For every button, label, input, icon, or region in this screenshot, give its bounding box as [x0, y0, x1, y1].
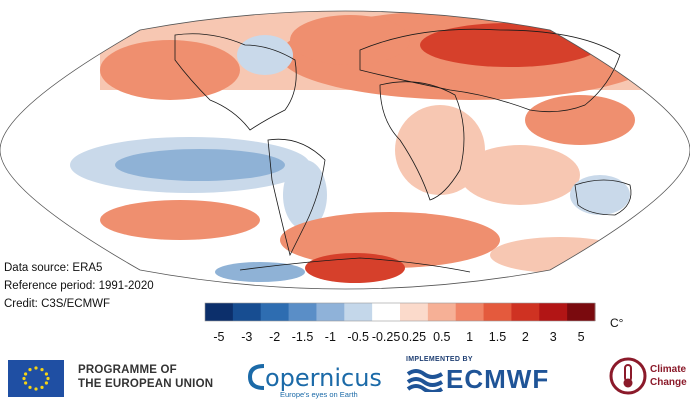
- antarctic-strong-warm: [305, 253, 405, 283]
- anomaly-field: [70, 11, 660, 283]
- colorbar-tick-label: 1: [466, 330, 474, 344]
- reference-period-note: Reference period: 1991-2020: [4, 280, 154, 292]
- colorbar-tick-label: -1: [324, 330, 336, 344]
- colorbar-tick-label: 3: [549, 330, 557, 344]
- colorbar-tick-label: 5: [577, 330, 585, 344]
- eu-flag-icon: [8, 360, 64, 397]
- colorbar-swatch: [400, 303, 429, 321]
- climate-change-line1: Climate: [650, 364, 687, 375]
- south-pacific-warm: [100, 200, 260, 240]
- copernicus-wordmark: opernicus: [265, 364, 382, 392]
- north-america-warm: [100, 40, 240, 100]
- south-atlantic-warm: [280, 212, 500, 268]
- thermometer-icon: [609, 357, 647, 395]
- colorbar-swatch: [511, 303, 540, 321]
- colorbar-swatch: [427, 303, 457, 321]
- pacific-strong-cool: [115, 149, 285, 181]
- colorbar-swatch: [567, 303, 596, 321]
- colorbar-tick-label: 1.5: [488, 330, 507, 344]
- ecmwf-waves-icon: [406, 369, 444, 392]
- colorbar-swatch: [455, 303, 485, 321]
- siberia-strong-warm: [420, 23, 600, 67]
- ecmwf-implemented-by: IMPLEMENTED BY: [406, 356, 473, 363]
- canada-cool: [237, 35, 293, 75]
- coastlines: [174, 28, 632, 273]
- copernicus-tagline: Europe's eyes on Earth: [280, 390, 358, 399]
- south-america-cool: [283, 160, 327, 230]
- eu-programme-line2: THE EUROPEAN UNION: [78, 378, 214, 390]
- colorbar-tick-label: -1.5: [291, 330, 314, 344]
- north-atlantic-warm: [290, 15, 410, 65]
- globe-outline: [0, 10, 690, 290]
- colorbar-swatch: [232, 303, 262, 321]
- credit-note: Credit: C3S/ECMWF: [4, 298, 111, 310]
- australia-cool: [570, 175, 630, 215]
- colorbar-swatch: [260, 303, 290, 321]
- southeast-asia-warm: [525, 95, 635, 145]
- colorbar-swatch: [344, 303, 373, 321]
- colorbar-tick-label: 0.25: [401, 330, 427, 344]
- copernicus-logo-icon: [247, 364, 265, 390]
- eu-programme-line1: PROGRAMME OF: [78, 364, 177, 376]
- antarctic-cool: [215, 262, 305, 282]
- colorbar-swatch: [539, 303, 568, 321]
- temperature-anomaly-map: [0, 10, 690, 290]
- colorbar-tick-label: -3: [241, 330, 253, 344]
- colorbar-swatch: [205, 303, 234, 321]
- colorbar-tick-label: -0.5: [347, 330, 369, 344]
- indian-ocean-warm: [460, 145, 580, 205]
- data-source-note: Data source: ERA5: [4, 262, 103, 274]
- colorbar-tick-label: 0.5: [433, 330, 451, 344]
- colorbar-swatch: [483, 303, 512, 321]
- colorbar-tick-label: -2: [269, 330, 281, 344]
- colorbar-outline: [204, 302, 596, 322]
- climate-change-line2: Change: [650, 377, 687, 388]
- colorbar-unit: C°: [610, 316, 624, 330]
- ecmwf-wordmark: ECMWF: [446, 364, 550, 394]
- colorbar-swatch: [288, 303, 317, 321]
- south-indian-warm: [490, 237, 630, 273]
- colorbar-swatch: [372, 303, 401, 321]
- colorbar-tick-label: -5: [213, 330, 225, 344]
- colorbar-tick-label: 2: [521, 330, 529, 344]
- colorbar-swatch: [316, 303, 345, 321]
- colorbar-tick-label: -0.25: [371, 330, 401, 344]
- anomaly-colorbar: [204, 302, 596, 322]
